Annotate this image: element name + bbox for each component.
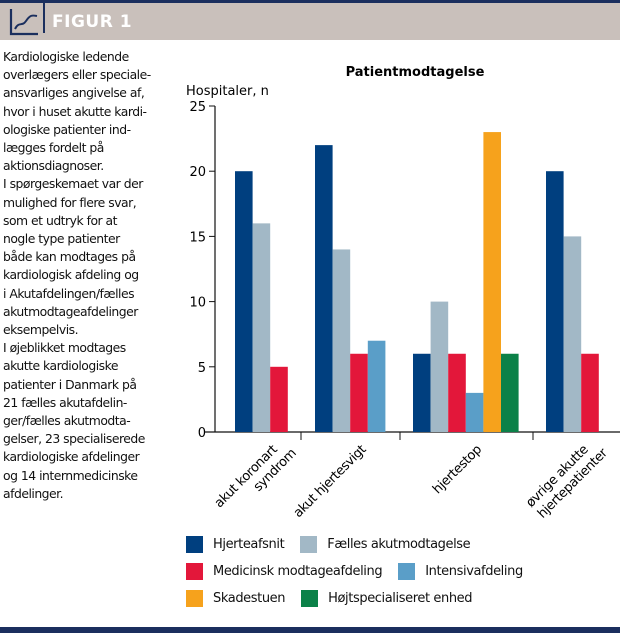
chart-legend: Hjerteafsnit Fælles akutmodtagelse Medicin… — [186, 531, 616, 612]
legend-row: Hjerteafsnit Fælles akutmodtagelse — [186, 531, 616, 558]
bar-medicinsk-modtageafdeling — [350, 353, 368, 432]
bottom-border — [0, 627, 620, 633]
bar-fælles-akutmodtagelse — [430, 301, 449, 432]
bar-intensivafdeling — [367, 340, 386, 432]
y-tick-label: 25 — [189, 100, 206, 115]
top-border — [0, 0, 620, 3]
description-paragraph: I spørgeskemaet var der mulighed for fle… — [3, 176, 143, 338]
legend-row: Medicinsk modtageafdeling Intensivafdelin… — [186, 558, 616, 585]
x-tick-label: hjertestop — [430, 442, 485, 497]
figure-description: Kardiologiske ledende overlægers eller s… — [3, 48, 178, 503]
legend-label: Hjerteafsnit — [213, 537, 285, 552]
legend-item: Intensivafdeling — [398, 563, 523, 580]
bar-medicinsk-modtageafdeling — [448, 353, 466, 432]
bar-hjerteafsnit — [235, 171, 253, 432]
bar-højtspecialiseret-enhed — [501, 353, 519, 432]
bar-fælles-akutmodtagelse — [563, 236, 582, 432]
legend-swatch — [300, 536, 318, 553]
bar-skadestuen — [483, 132, 501, 432]
line-chart-icon — [9, 9, 38, 36]
y-tick-label: 20 — [189, 165, 206, 180]
legend-row: Skadestuen Højtspecialiseret enhed — [186, 585, 616, 612]
legend-label: Skadestuen — [213, 591, 286, 606]
bar-fælles-akutmodtagelse — [332, 249, 351, 432]
legend-swatch — [186, 536, 203, 553]
x-category-label: akut hjertesvigt — [291, 442, 370, 521]
y-axis-label: Hospitaler, n — [186, 84, 269, 99]
bar-medicinsk-modtageafdeling — [270, 366, 288, 432]
bar-hjerteafsnit — [315, 145, 333, 432]
legend-item: Højtspecialiseret enhed — [301, 590, 473, 607]
figure-header: FIGUR 1 — [0, 3, 620, 40]
bar-fælles-akutmodtagelse — [252, 223, 271, 432]
y-tick-label: 0 — [198, 426, 206, 441]
bar-intensivafdeling — [465, 392, 484, 432]
legend-item: Medicinsk modtageafdeling — [186, 563, 383, 580]
legend-swatch — [186, 590, 203, 607]
legend-label: Intensivafdeling — [425, 564, 523, 579]
legend-label: Højtspecialiseret enhed — [328, 591, 473, 606]
description-paragraph: I øjeblikket modtages akutte kardiologis… — [3, 340, 145, 501]
legend-label: Medicinsk modtageafdeling — [213, 564, 383, 579]
header-separator — [43, 3, 45, 33]
legend-swatch — [301, 590, 319, 607]
bar-hjerteafsnit — [546, 171, 564, 432]
y-tick-label: 15 — [189, 230, 206, 245]
x-category-label: hjertestop — [430, 442, 485, 497]
y-tick-label: 5 — [198, 361, 206, 376]
legend-swatch — [398, 563, 416, 580]
figure-title: FIGUR 1 — [52, 12, 133, 32]
x-tick-label: akut hjertesvigt — [291, 442, 370, 521]
description-paragraph: Kardiologiske ledende overlægers eller s… — [3, 49, 151, 174]
bar-hjerteafsnit — [413, 353, 431, 432]
legend-item: Skadestuen — [186, 590, 286, 607]
legend-swatch — [186, 563, 203, 580]
legend-item: Hjerteafsnit — [186, 536, 285, 553]
legend-label: Fælles akutmodtagelse — [327, 537, 471, 552]
bar-medicinsk-modtageafdeling — [581, 353, 599, 432]
y-tick-label: 10 — [189, 296, 206, 311]
chart-title: Patientmodtagelse — [346, 65, 485, 80]
legend-item: Fælles akutmodtagelse — [300, 536, 471, 553]
